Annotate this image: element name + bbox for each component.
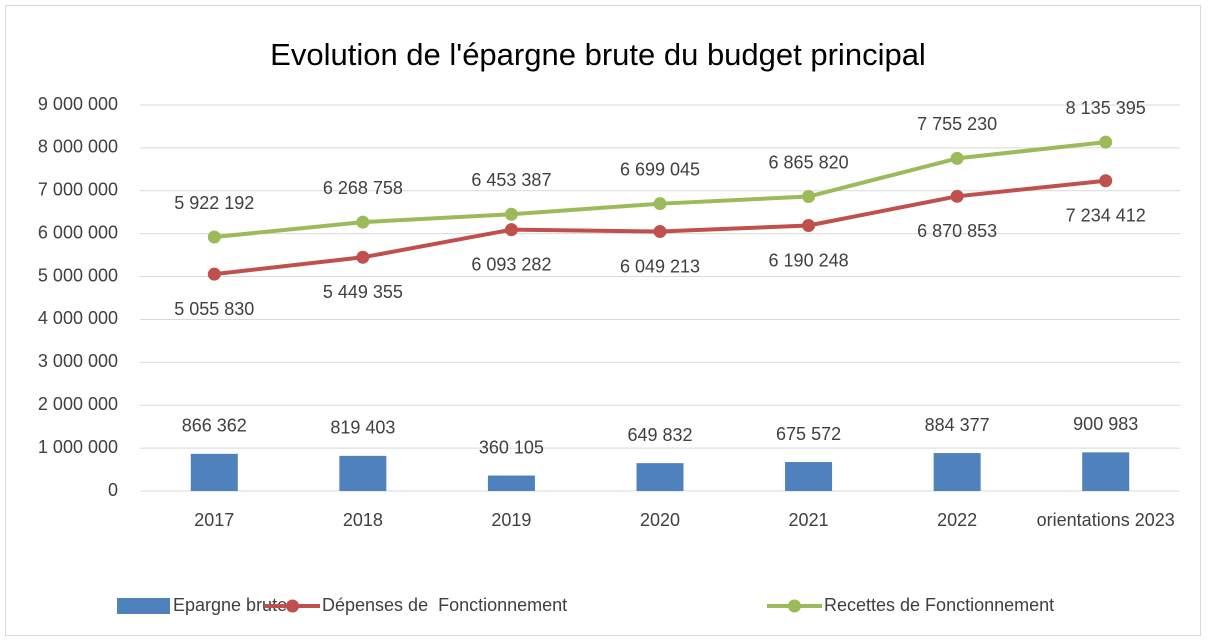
- y-tick-label: 1 000 000: [38, 437, 118, 457]
- bar: [190, 453, 238, 491]
- data-label: 8 135 395: [1066, 98, 1146, 118]
- data-label: 900 983: [1073, 414, 1138, 434]
- chart-border: [5, 5, 1201, 636]
- data-label: 6 049 213: [620, 256, 700, 276]
- data-label: 866 362: [182, 416, 247, 436]
- data-label: 649 832: [627, 425, 692, 445]
- bar: [933, 453, 981, 491]
- bar: [636, 463, 684, 491]
- x-tick-label: 2021: [789, 510, 829, 530]
- marker: [356, 250, 370, 264]
- bar: [487, 475, 535, 491]
- data-label: 819 403: [330, 418, 395, 438]
- marker: [950, 151, 964, 165]
- data-label: 6 865 820: [769, 152, 849, 172]
- y-tick-label: 0: [108, 480, 118, 500]
- data-label: 675 572: [776, 424, 841, 444]
- data-label: 884 377: [925, 415, 990, 435]
- marker: [207, 267, 221, 281]
- y-tick-label: 9 000 000: [38, 94, 118, 114]
- data-label: 6 699 045: [620, 159, 700, 179]
- marker: [504, 223, 518, 237]
- y-tick-label: 2 000 000: [38, 394, 118, 414]
- marker: [207, 230, 221, 244]
- marker: [1099, 174, 1113, 188]
- marker: [653, 197, 667, 211]
- marker: [802, 190, 816, 204]
- x-tick-label: 2022: [937, 510, 977, 530]
- bar: [785, 462, 833, 491]
- bar: [339, 455, 387, 491]
- marker: [356, 215, 370, 229]
- bar: [1082, 452, 1130, 491]
- x-tick-label: orientations 2023: [1037, 510, 1175, 530]
- x-tick-label: 2018: [343, 510, 383, 530]
- y-tick-label: 6 000 000: [38, 222, 118, 242]
- data-label: 360 105: [479, 437, 544, 457]
- legend-label: Epargne brute: [173, 595, 287, 615]
- data-label: 6 268 758: [323, 178, 403, 198]
- marker: [950, 189, 964, 203]
- data-label: 5 922 192: [174, 193, 254, 213]
- y-tick-label: 3 000 000: [38, 351, 118, 371]
- marker: [1099, 135, 1113, 149]
- marker: [802, 219, 816, 233]
- y-tick-label: 8 000 000: [38, 137, 118, 157]
- data-label: 5 449 355: [323, 282, 403, 302]
- marker: [504, 207, 518, 221]
- data-label: 6 870 853: [917, 221, 997, 241]
- legend-label: Recettes de Fonctionnement: [824, 595, 1054, 615]
- chart-title: Evolution de l'épargne brute du budget p…: [270, 37, 926, 72]
- y-tick-label: 5 000 000: [38, 265, 118, 285]
- y-tick-label: 4 000 000: [38, 308, 118, 328]
- legend-label: Dépenses de Fonctionnement: [322, 595, 567, 615]
- legend-marker: [286, 599, 299, 613]
- legend-swatch: [117, 598, 170, 614]
- x-tick-label: 2019: [491, 510, 531, 530]
- data-label: 7 755 230: [917, 114, 997, 134]
- x-tick-label: 2020: [640, 510, 680, 530]
- y-tick-label: 7 000 000: [38, 180, 118, 200]
- data-label: 5 055 830: [174, 299, 254, 319]
- marker: [653, 225, 667, 239]
- data-label: 7 234 412: [1066, 205, 1146, 225]
- x-tick-label: 2017: [194, 510, 234, 530]
- data-label: 6 453 387: [471, 170, 551, 190]
- legend-marker: [788, 599, 801, 613]
- data-label: 6 093 282: [471, 254, 551, 274]
- data-label: 6 190 248: [769, 250, 849, 270]
